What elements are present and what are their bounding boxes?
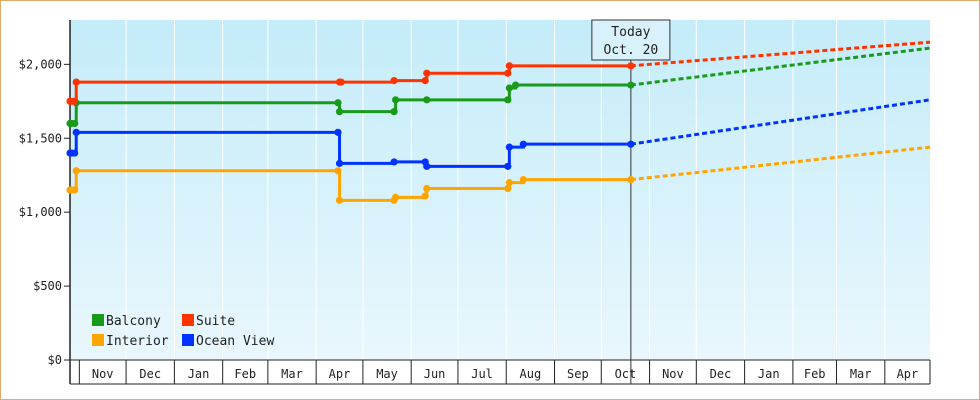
- data-point-interior: [335, 196, 344, 204]
- x-tick-label: Feb: [234, 367, 256, 381]
- data-point-balcony: [334, 99, 342, 107]
- data-point-interior: [421, 192, 429, 200]
- x-tick-label: Mar: [850, 367, 872, 381]
- today-label-box: [591, 19, 671, 61]
- series-interior: [66, 145, 931, 204]
- today-label-date: Oct. 20: [603, 43, 658, 58]
- data-point-balcony: [423, 96, 431, 104]
- data-point-suite: [423, 69, 431, 77]
- y-tick-label: $0: [48, 353, 62, 367]
- data-point-interior: [72, 167, 80, 175]
- x-tick-label: Mar: [281, 367, 303, 381]
- x-tick-label: Jul: [471, 367, 493, 381]
- x-tick-label: Dec: [139, 367, 161, 381]
- legend-item-ocean-view: Ocean View: [182, 334, 274, 349]
- y-tick-label: $1,500: [19, 131, 62, 145]
- data-point-suite: [390, 77, 398, 85]
- projection-line-balcony: [630, 46, 931, 87]
- data-point-balcony: [511, 81, 520, 89]
- data-point-suite: [71, 97, 79, 105]
- data-point-interior: [334, 167, 342, 175]
- x-tick-label: Apr: [897, 367, 919, 381]
- legend-item-interior: Interior: [92, 334, 169, 349]
- legend-swatch-ocean-view: [182, 334, 194, 346]
- x-tick-label: Feb: [804, 367, 826, 381]
- legend-swatch-interior: [92, 334, 104, 346]
- legend-item-suite: Suite: [182, 314, 235, 329]
- gridlines: [125, 20, 886, 360]
- y-tick-label: $2,000: [19, 57, 62, 71]
- series-ocean-view: [66, 98, 931, 170]
- data-point-interior: [504, 184, 512, 193]
- data-point-suite: [72, 78, 80, 86]
- axes: [64, 20, 931, 385]
- data-point-ocean-view: [423, 162, 431, 170]
- data-point-balcony: [504, 96, 512, 104]
- data-point-interior: [519, 176, 527, 184]
- x-tick-label: Nov: [662, 367, 684, 381]
- projection-line-ocean-view: [630, 98, 931, 146]
- data-point-interior: [423, 184, 431, 193]
- series-group: [66, 40, 931, 204]
- legend-item-balcony: Balcony: [92, 314, 161, 329]
- legend-swatch-suite: [182, 314, 194, 326]
- x-tick-label: May: [376, 367, 398, 381]
- data-point-ocean-view: [505, 143, 513, 151]
- data-point-suite: [337, 78, 345, 86]
- y-tick-labels: $0 $500 $1,000 $1,500 $2,000: [19, 57, 62, 367]
- data-point-interior: [505, 179, 513, 187]
- legend: Balcony Suite Interior Ocean View: [92, 314, 274, 349]
- projection-line-interior: [630, 145, 931, 182]
- x-tick-label: Jan: [188, 367, 210, 381]
- x-tick-label: Jun: [424, 367, 446, 381]
- projection-line-suite: [630, 40, 931, 68]
- legend-label-interior: Interior: [106, 334, 169, 349]
- legend-label-suite: Suite: [196, 314, 235, 329]
- data-point-interior: [392, 193, 400, 201]
- data-point-balcony: [390, 108, 398, 116]
- data-point-balcony: [71, 119, 79, 128]
- data-point-balcony: [392, 96, 400, 104]
- data-point-balcony: [335, 108, 344, 116]
- x-tick-label: Oct: [615, 367, 637, 381]
- data-point-suite: [504, 69, 512, 77]
- data-point-balcony: [505, 84, 513, 92]
- data-point-ocean-view: [71, 149, 79, 157]
- data-point-ocean-view: [335, 159, 344, 167]
- x-tick-label: Nov: [92, 367, 114, 381]
- y-tick-label: $1,000: [19, 205, 62, 219]
- today-label: Today Oct. 20: [591, 19, 671, 61]
- data-point-suite: [505, 62, 513, 70]
- data-point-ocean-view: [519, 140, 527, 148]
- x-tick-label: Sep: [567, 367, 589, 381]
- data-point-interior: [71, 186, 79, 194]
- data-point-ocean-view: [504, 162, 512, 170]
- x-tick-label: Aug: [520, 367, 542, 381]
- legend-label-ocean-view: Ocean View: [196, 334, 274, 349]
- data-point-ocean-view: [72, 128, 80, 136]
- x-tick-label: Apr: [329, 367, 351, 381]
- legend-label-balcony: Balcony: [106, 314, 161, 329]
- x-tick-label: Jan: [758, 367, 780, 381]
- x-tick-labels: Nov Dec Jan Feb Mar Apr May Jun Jul Aug Sep Oct Nov D…: [92, 367, 918, 381]
- x-tick-label: Dec: [710, 367, 732, 381]
- series-suite: [66, 40, 931, 105]
- y-tick-label: $500: [33, 279, 62, 293]
- data-point-suite: [421, 77, 429, 85]
- data-point-ocean-view: [390, 158, 398, 166]
- series-balcony: [66, 46, 931, 128]
- data-point-ocean-view: [334, 128, 342, 136]
- legend-swatch-balcony: [92, 314, 104, 326]
- today-label-title: Today: [611, 25, 650, 40]
